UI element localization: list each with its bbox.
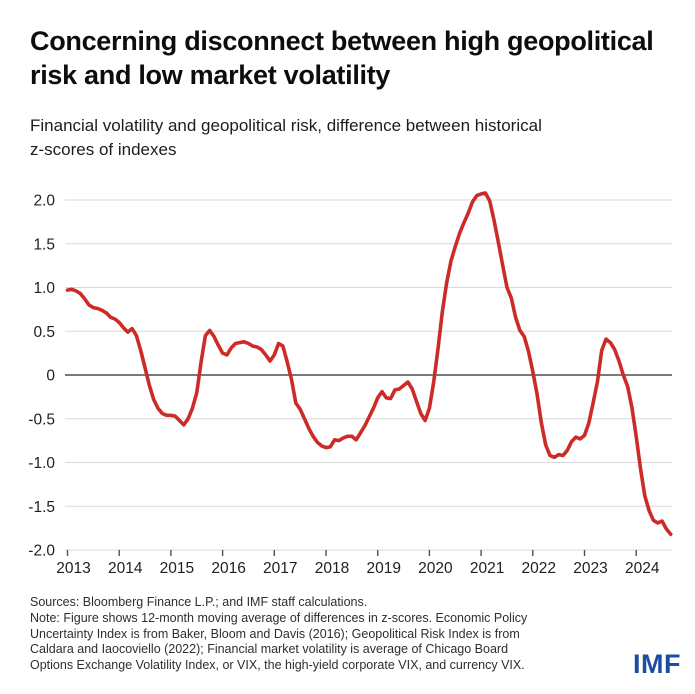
x-axis-tick-label: 2014 bbox=[108, 560, 143, 577]
chart-title: Concerning disconnect between high geopo… bbox=[30, 24, 680, 92]
x-axis-tick-label: 2013 bbox=[56, 560, 90, 577]
x-axis-tick-label: 2023 bbox=[573, 560, 607, 577]
note-line-4: Options Exchange Volatility Index, or VI… bbox=[30, 658, 525, 673]
x-axis-tick-label: 2024 bbox=[625, 560, 660, 577]
x-axis-tick-label: 2017 bbox=[263, 560, 297, 577]
sources-line: Sources: Bloomberg Finance L.P.; and IMF… bbox=[30, 595, 368, 609]
imf-logo: IMF bbox=[633, 649, 681, 679]
y-axis-tick-label: 2.0 bbox=[33, 193, 55, 210]
chart-title-line-2: risk and low market volatility bbox=[30, 60, 391, 91]
line-chart-area: 2.0 1.5 1.0 0.5 0 -0.5 -1.0 -1.5 -2.0 2013 2014 201… bbox=[0, 175, 695, 585]
source-note: Sources: Bloomberg Finance L.P.; and IMF… bbox=[30, 595, 610, 674]
x-axis-tick-label: 2020 bbox=[418, 560, 453, 577]
y-axis-tick-label: 1.5 bbox=[33, 236, 55, 253]
y-axis-tick-label: -1.5 bbox=[28, 499, 55, 516]
y-axis-tick-label: 0.5 bbox=[33, 324, 55, 341]
x-axis-tick-label: 2018 bbox=[315, 560, 349, 577]
chart-subtitle: Financial volatility and geopolitical ri… bbox=[30, 114, 680, 162]
y-axis-tick-label: -1.0 bbox=[28, 455, 55, 472]
y-axis-tick-label: 0 bbox=[46, 368, 55, 385]
x-axis-tick-label: 2022 bbox=[522, 560, 556, 577]
chart-subtitle-line-1: Financial volatility and geopolitical ri… bbox=[30, 116, 542, 135]
data-line-series bbox=[65, 191, 673, 537]
note-line-2: Uncertainty Index is from Baker, Bloom a… bbox=[30, 626, 520, 641]
x-axis-tick-label: 2015 bbox=[160, 560, 194, 577]
chart-title-line-1: Concerning disconnect between high geopo… bbox=[30, 26, 654, 57]
x-axis-tick-label: 2019 bbox=[366, 560, 400, 577]
y-axis-tick-label: -2.0 bbox=[28, 543, 55, 560]
chart-subtitle-line-2: z-scores of indexes bbox=[30, 140, 177, 159]
note-line-3: Caldara and Iaocoviello (2022); Financia… bbox=[30, 642, 509, 657]
x-axis-tick-label: 2021 bbox=[470, 560, 504, 577]
x-axis-tick-label: 2016 bbox=[211, 560, 245, 577]
y-axis-tick-label: 1.0 bbox=[33, 280, 55, 297]
y-axis-tick-label: -0.5 bbox=[28, 411, 55, 428]
note-line-1: Note: Figure shows 12-month moving avera… bbox=[30, 610, 528, 625]
